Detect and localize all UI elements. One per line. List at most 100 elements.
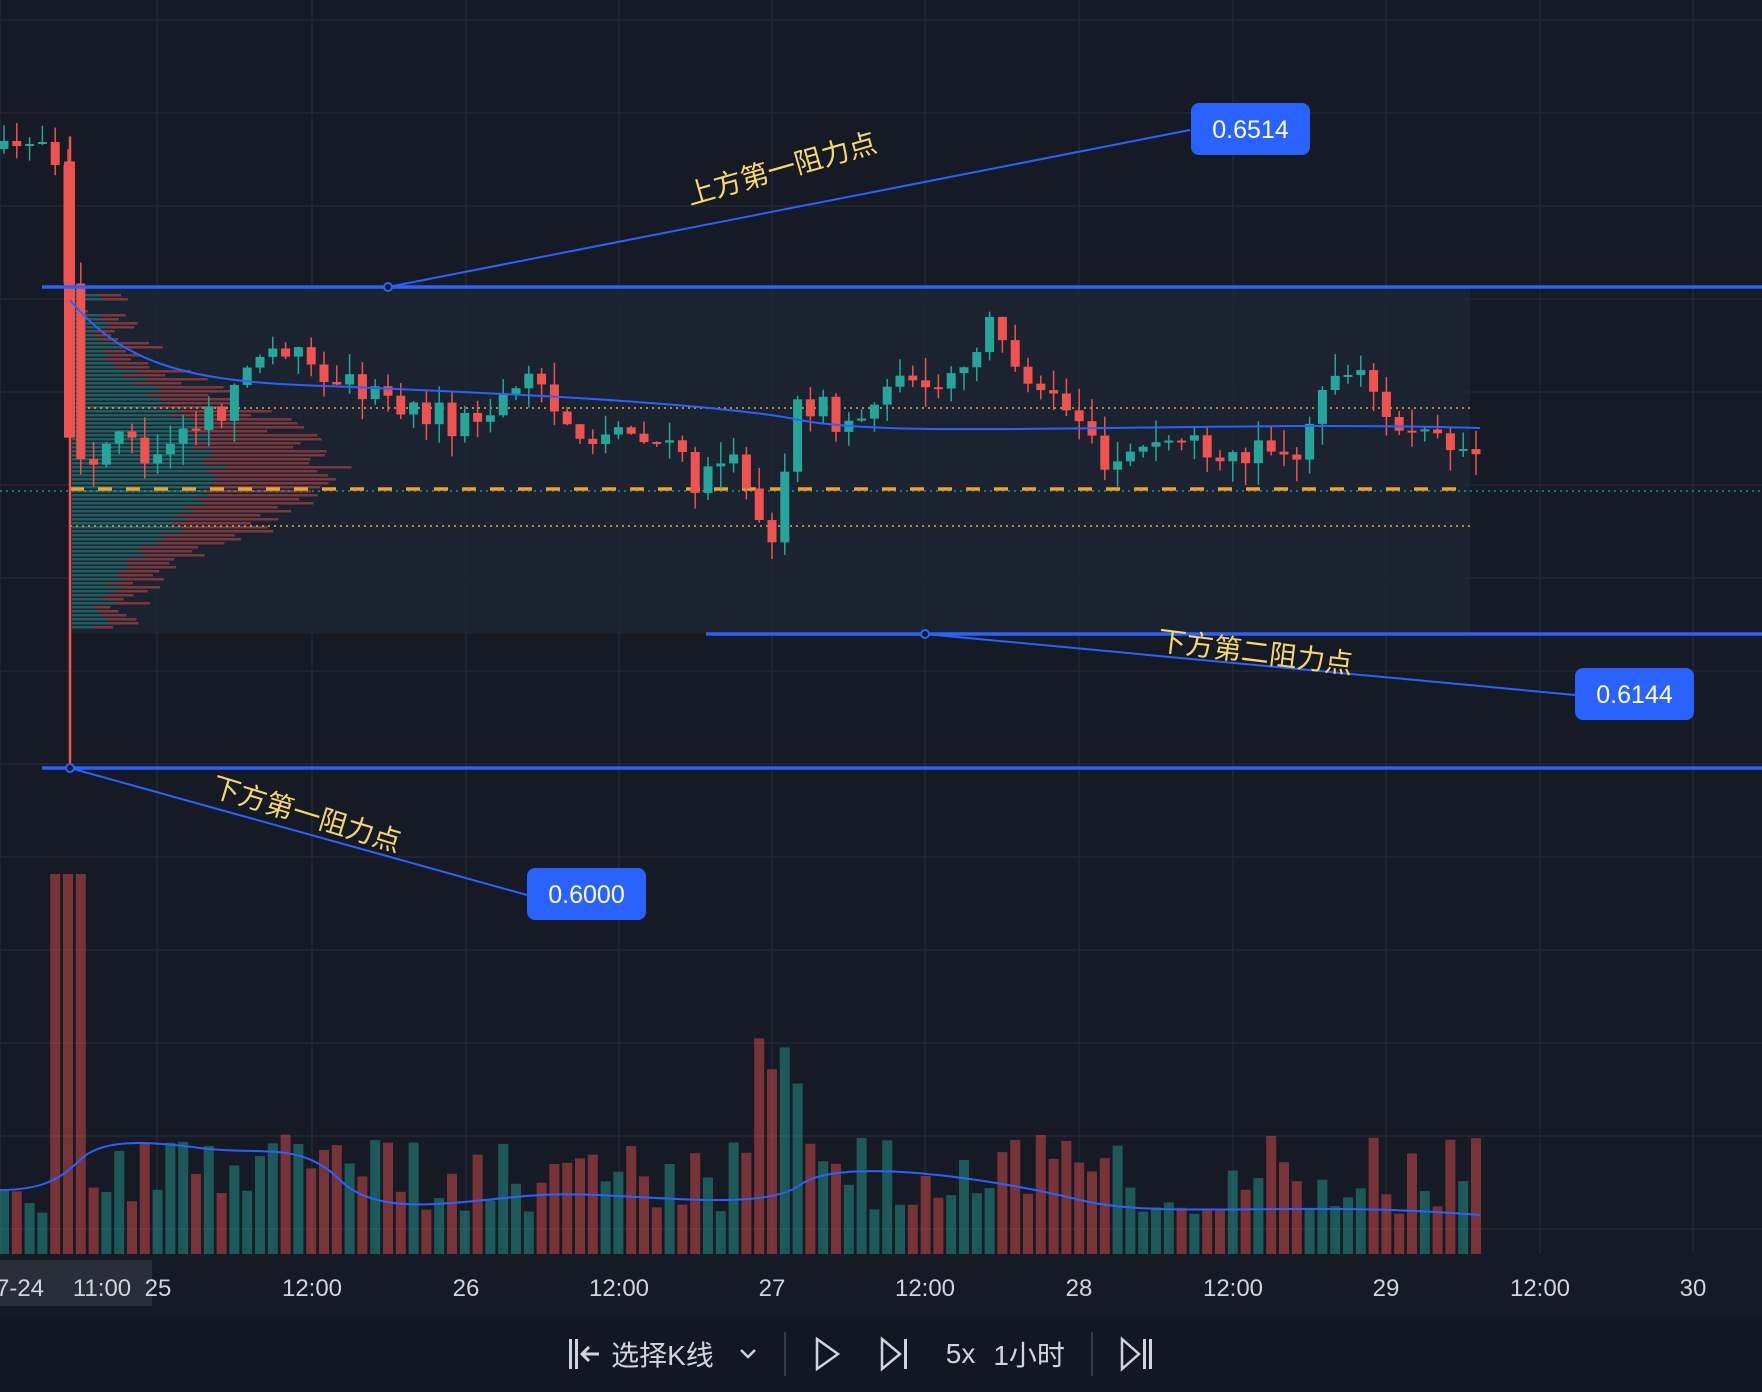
price-chart[interactable]: 上方第一阻力点下方第二阻力点下方第一阻力点0.65140.61440.60007… xyxy=(0,0,1762,1316)
candle-body xyxy=(857,418,867,421)
profile-bar xyxy=(72,626,95,629)
volume-bar xyxy=(293,1143,304,1254)
profile-bar xyxy=(72,406,158,409)
profile-bar xyxy=(113,362,149,365)
interval-button[interactable]: 1小时 xyxy=(993,1340,1065,1371)
volume-bar xyxy=(50,874,61,1254)
profile-bar xyxy=(93,334,112,337)
candle-body xyxy=(639,433,649,443)
profile-bar xyxy=(72,602,115,605)
profile-bar xyxy=(72,498,197,501)
volume-bar xyxy=(741,1152,752,1254)
profile-bar xyxy=(144,554,205,557)
volume-bar xyxy=(229,1165,240,1254)
volume-bar xyxy=(421,1209,432,1254)
profile-bar xyxy=(72,594,106,597)
candle-body xyxy=(754,488,764,521)
profile-bar xyxy=(203,458,311,461)
bar-select-icon xyxy=(567,1336,601,1372)
candle-body xyxy=(473,412,483,422)
profile-bar xyxy=(159,390,232,393)
profile-bar xyxy=(119,570,160,573)
volume-bar xyxy=(1355,1188,1366,1254)
volume-bar xyxy=(1291,1181,1302,1254)
profile-bar xyxy=(72,478,218,481)
step-forward-button[interactable] xyxy=(860,1326,928,1382)
candle-body xyxy=(767,520,777,543)
volume-bar xyxy=(792,1083,803,1254)
toolbar-divider xyxy=(783,1332,786,1376)
time-tick-label: 29 xyxy=(1373,1275,1400,1302)
candle-body xyxy=(255,356,265,368)
candle-body xyxy=(972,352,982,368)
profile-bar xyxy=(116,574,153,577)
profile-bar xyxy=(72,506,186,509)
volume-bar xyxy=(869,1209,880,1254)
profile-bar xyxy=(155,386,224,389)
volume-bar xyxy=(1330,1206,1341,1254)
profile-bar xyxy=(192,510,292,513)
volume-bar xyxy=(24,1203,35,1254)
play-button[interactable] xyxy=(794,1326,860,1382)
candle-body xyxy=(50,141,60,166)
profile-bar xyxy=(213,482,329,485)
candle-body xyxy=(1253,440,1263,464)
candle-body xyxy=(665,440,675,443)
volume-bar xyxy=(1266,1135,1277,1254)
time-tick-label: 30 xyxy=(1680,1275,1707,1302)
trend-line xyxy=(924,633,1576,696)
volume-bar xyxy=(1138,1211,1149,1254)
cursor-time-box xyxy=(0,1260,152,1306)
candle-body xyxy=(1305,423,1315,460)
volume-moving-average xyxy=(0,1142,1481,1216)
volume-bar xyxy=(88,1187,99,1254)
profile-bar xyxy=(101,314,126,317)
candle-body xyxy=(114,431,124,444)
profile-bar xyxy=(72,426,200,429)
profile-bar xyxy=(101,350,126,353)
profile-bar xyxy=(72,502,205,505)
volume-bar xyxy=(1458,1181,1469,1254)
speed-button[interactable]: 5x xyxy=(945,1338,976,1369)
candle-body xyxy=(345,374,355,385)
profile-bar xyxy=(72,606,94,609)
volume-bar xyxy=(651,1207,662,1254)
chevron-down-icon[interactable] xyxy=(738,1347,758,1361)
volume-bar xyxy=(856,1137,867,1254)
skip-end-icon xyxy=(1119,1336,1155,1372)
candle-body xyxy=(268,348,278,357)
profile-bar xyxy=(197,442,301,445)
candle-body xyxy=(793,399,803,472)
profile-bar xyxy=(72,562,126,565)
candle-body xyxy=(1061,393,1071,411)
profile-bar xyxy=(72,366,115,369)
select-bar-button[interactable]: 选择K线 xyxy=(549,1326,776,1382)
profile-bar xyxy=(185,518,279,521)
profile-bar xyxy=(72,294,99,297)
candle-body xyxy=(64,161,75,438)
volume-bar xyxy=(831,1163,841,1254)
candle-body xyxy=(1228,452,1238,462)
candle-body xyxy=(1445,433,1455,451)
volume-bar xyxy=(1407,1153,1417,1254)
profile-bar xyxy=(72,422,197,425)
candle-body xyxy=(178,428,188,444)
skip-end-button[interactable] xyxy=(1101,1326,1173,1382)
volume-bar xyxy=(613,1171,624,1254)
profile-bar xyxy=(72,350,102,353)
time-tick-label: 11:00 xyxy=(73,1275,131,1302)
profile-bar xyxy=(93,606,111,609)
profile-bar xyxy=(72,418,193,421)
chart-area[interactable]: 上方第一阻力点 下方第二阻力点 下方第一阻力点 0.6514 0.6144 0.6000 7… xyxy=(0,0,1762,1316)
profile-bar xyxy=(104,358,131,361)
profile-bar xyxy=(114,366,150,369)
candle-body xyxy=(204,406,214,430)
candle-body xyxy=(562,411,572,425)
candle-body xyxy=(831,396,841,432)
profile-bar xyxy=(72,578,123,581)
profile-bar xyxy=(209,438,322,441)
volume-bar xyxy=(1087,1171,1097,1254)
profile-bar xyxy=(107,618,137,621)
candle-body xyxy=(997,316,1007,341)
candle-body xyxy=(1074,410,1084,422)
